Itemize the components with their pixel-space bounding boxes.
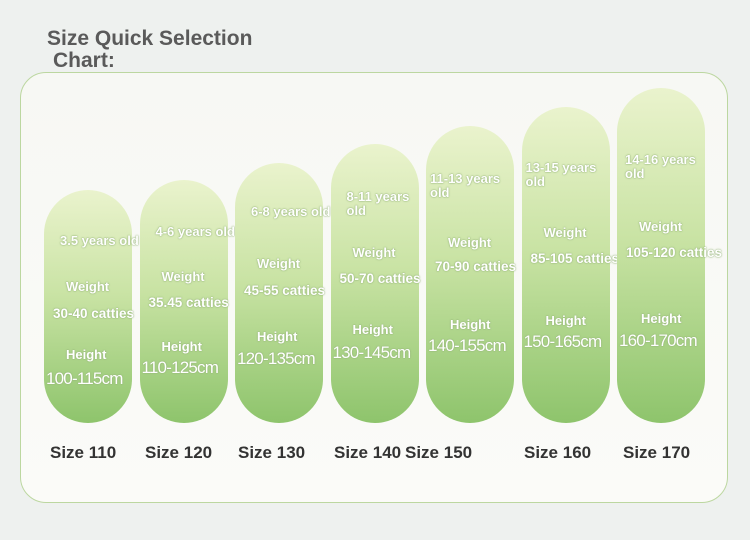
size-pill	[426, 126, 514, 423]
weight-value: 105-120 catties	[626, 245, 723, 260]
age-label: 11-13 years old	[430, 171, 501, 200]
weight-value: 70-90 catties	[435, 259, 517, 274]
size-pill	[617, 88, 705, 423]
height-value: 110-125cm	[141, 358, 219, 377]
size-pill	[44, 190, 132, 423]
height-value: 140-155cm	[428, 336, 507, 355]
height-value: 120-135cm	[237, 349, 316, 368]
height-value: 160-170cm	[619, 331, 698, 350]
height-label: Height	[257, 329, 298, 344]
age-label: 8-11 years old	[346, 189, 410, 218]
height-label: Height	[161, 339, 202, 354]
weight-label: Weight	[639, 219, 683, 234]
size-label: Size 120	[145, 443, 213, 462]
size-label: Size 160	[524, 443, 592, 462]
weight-value: 45-55 catties	[244, 283, 326, 298]
age-label: 3.5 years old	[60, 233, 139, 248]
weight-label: Weight	[66, 279, 110, 294]
size-pill	[235, 163, 323, 423]
title: Size Quick Selection	[47, 27, 253, 50]
size-pill	[521, 107, 610, 423]
weight-label: Weight	[352, 245, 396, 260]
weight-label: Weight	[448, 235, 492, 250]
age-label: 13-15 years old	[525, 160, 597, 189]
height-value: 130-145cm	[332, 343, 412, 362]
height-value: 150-165cm	[523, 332, 603, 351]
age-label: 6-8 years old	[251, 204, 331, 219]
age-label: 4-6 years old	[155, 224, 236, 239]
weight-value: 30-40 catties	[53, 306, 135, 321]
weight-label: Weight	[543, 225, 587, 240]
height-value: 100-115cm	[46, 369, 123, 388]
weight-value: 50-70 catties	[339, 271, 421, 286]
weight-label: Weight	[161, 269, 205, 284]
height-label: Height	[641, 311, 682, 326]
size-label: Size 140	[334, 443, 402, 462]
weight-value: 35.45 catties	[148, 295, 229, 310]
title: Chart:	[53, 49, 115, 72]
height-label: Height	[545, 313, 586, 328]
age-label: 14-16 years old	[625, 152, 696, 181]
size-label: Size 130	[238, 443, 306, 462]
size-label: Size 150	[405, 443, 473, 462]
height-label: Height	[450, 317, 491, 332]
weight-value: 85-105 catties	[530, 251, 620, 266]
size-label: Size 110	[50, 443, 117, 462]
weight-label: Weight	[257, 256, 301, 271]
size-label: Size 170	[623, 443, 691, 462]
size-pill	[330, 144, 419, 423]
height-label: Height	[66, 347, 107, 362]
height-label: Height	[352, 322, 393, 337]
size-pill	[139, 180, 228, 423]
